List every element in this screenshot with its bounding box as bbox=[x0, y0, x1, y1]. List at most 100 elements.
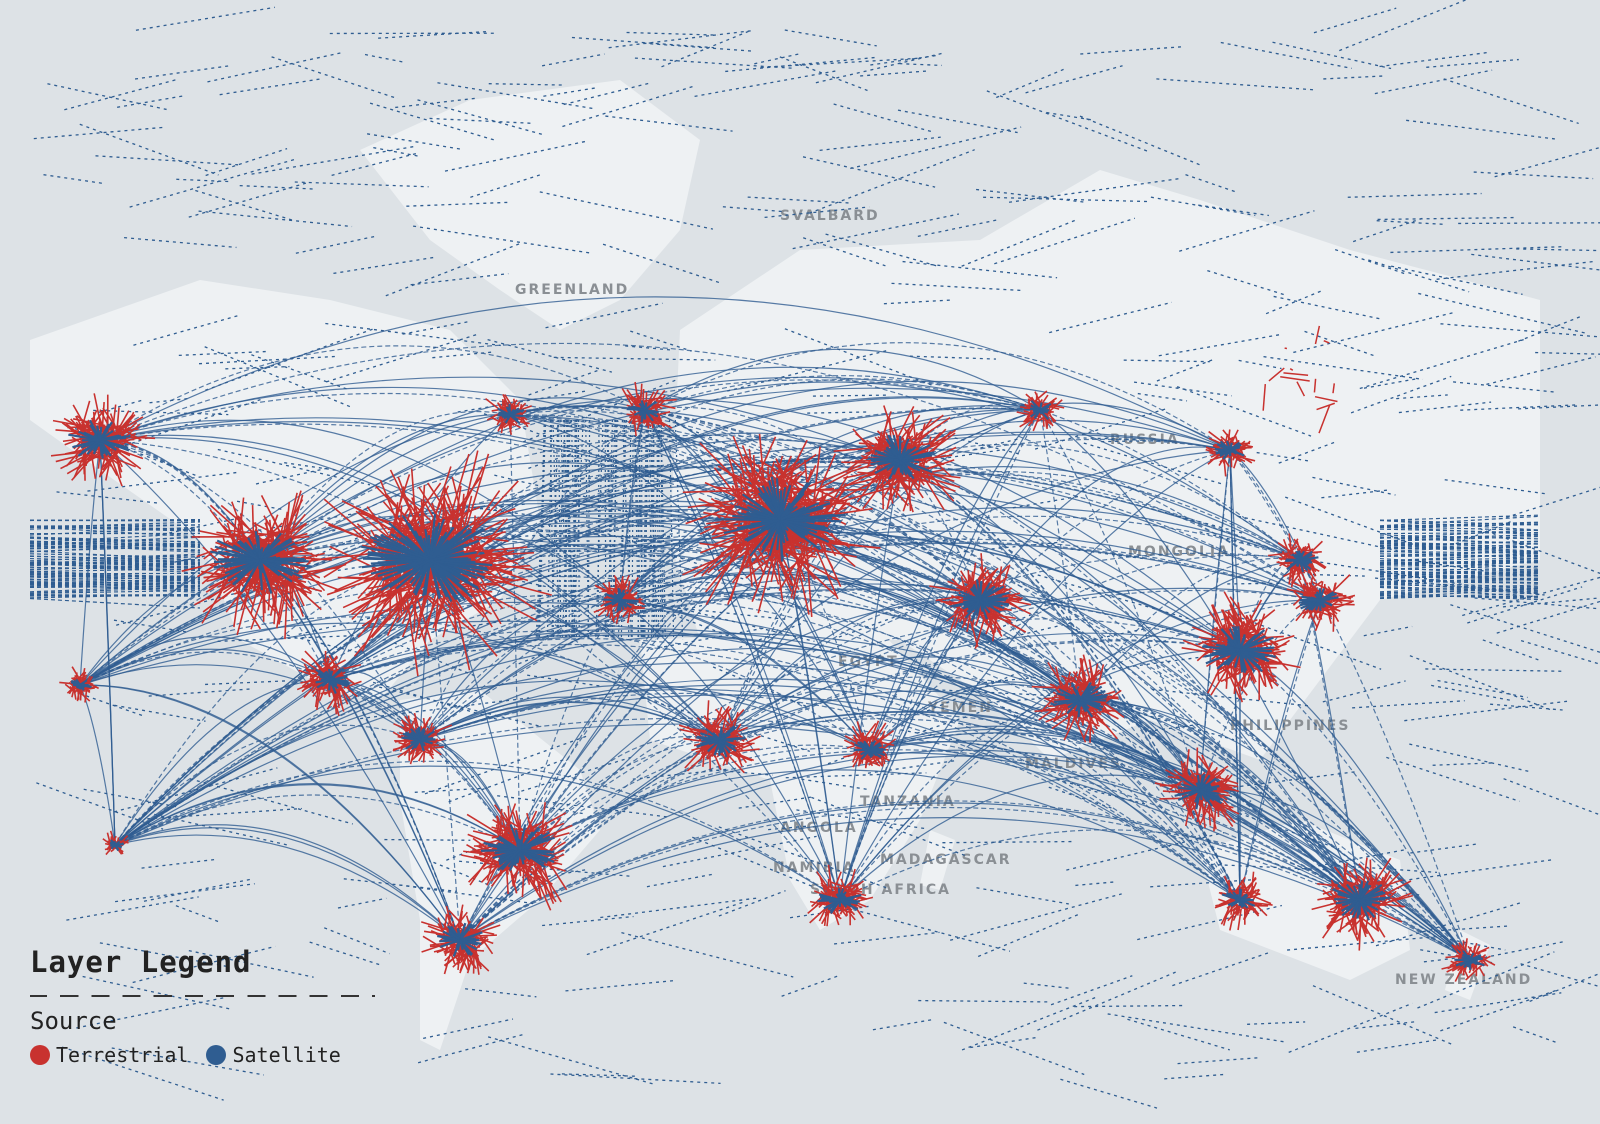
satellite-route bbox=[1229, 449, 1471, 961]
satellite-track bbox=[207, 52, 342, 83]
satellite-track bbox=[738, 796, 814, 809]
satellite-track bbox=[514, 535, 674, 562]
satellite-track bbox=[1379, 521, 1541, 528]
satellite-route bbox=[519, 409, 1041, 851]
satellite-track bbox=[656, 419, 660, 641]
satellite-track bbox=[942, 840, 1073, 844]
satellite-route bbox=[979, 599, 1471, 961]
satellite-track bbox=[580, 524, 745, 580]
satellite-track bbox=[331, 152, 419, 176]
satellite-route bbox=[79, 434, 901, 686]
satellite-track bbox=[1238, 359, 1282, 370]
satellite-track bbox=[808, 149, 975, 214]
satellite-track bbox=[972, 622, 1071, 647]
satellite-route bbox=[259, 414, 511, 561]
satellite-route bbox=[419, 507, 1301, 741]
satellite-track bbox=[195, 189, 296, 222]
satellite-track bbox=[1256, 451, 1308, 462]
terrestrial-link bbox=[261, 564, 265, 622]
satellite-track bbox=[1297, 848, 1407, 871]
terrestrial-link bbox=[1242, 599, 1263, 634]
satellite-track bbox=[883, 299, 952, 305]
satellite-track bbox=[29, 526, 201, 536]
satellite-track bbox=[1444, 479, 1546, 495]
satellite-route bbox=[644, 409, 1241, 901]
terrestrial-link bbox=[1216, 661, 1228, 673]
satellite-route bbox=[509, 414, 1241, 901]
satellite-route bbox=[644, 409, 1361, 901]
satellite-track bbox=[585, 419, 590, 641]
satellite-track bbox=[198, 210, 353, 228]
satellite-route bbox=[869, 732, 1361, 901]
satellite-track bbox=[1379, 592, 1541, 600]
terrestrial-link bbox=[802, 537, 879, 549]
satellite-track bbox=[917, 219, 998, 238]
satellite-track bbox=[1278, 440, 1338, 464]
satellite-track bbox=[204, 346, 354, 409]
satellite-track bbox=[1440, 323, 1600, 338]
satellite-route bbox=[519, 459, 901, 851]
satellite-track bbox=[1374, 69, 1493, 95]
satellite-track bbox=[189, 778, 353, 825]
terrestrial-link bbox=[787, 543, 857, 558]
satellite-track bbox=[36, 782, 164, 830]
terrestrial-link bbox=[1452, 959, 1461, 964]
satellite-route bbox=[719, 409, 1041, 741]
satellite-route bbox=[429, 439, 901, 561]
satellite-route bbox=[1039, 409, 1361, 901]
satellite-route bbox=[329, 581, 1081, 701]
satellite-route bbox=[114, 824, 461, 941]
terrestrial-link bbox=[1331, 599, 1354, 603]
satellite-track bbox=[251, 354, 348, 390]
terrestrial-link bbox=[841, 461, 878, 464]
satellite-route bbox=[259, 405, 646, 561]
terrestrial-link bbox=[1329, 596, 1354, 601]
terrestrial-link bbox=[812, 446, 821, 505]
satellite-track bbox=[1083, 442, 1224, 485]
terrestrial-link bbox=[451, 476, 467, 532]
satellite-track bbox=[1198, 204, 1270, 217]
satellite-track bbox=[1496, 600, 1600, 634]
satellite-track bbox=[1287, 935, 1446, 951]
satellite-track bbox=[943, 1021, 1085, 1076]
terrestrial-link bbox=[410, 581, 476, 634]
satellite-track bbox=[1151, 688, 1312, 707]
satellite-track bbox=[563, 419, 574, 641]
satellite-route bbox=[99, 345, 646, 441]
terrestrial-link bbox=[1234, 876, 1246, 893]
satellite-track bbox=[897, 109, 1018, 134]
satellite-route bbox=[839, 409, 1041, 901]
satellite-track bbox=[217, 448, 371, 486]
satellite-track bbox=[1123, 359, 1210, 363]
satellite-track bbox=[834, 931, 940, 945]
terrestrial-link bbox=[55, 454, 83, 463]
satellite-track bbox=[781, 974, 841, 997]
satellite-track bbox=[626, 31, 718, 36]
satellite-track bbox=[1363, 377, 1419, 389]
satellite-track bbox=[29, 537, 201, 543]
satellite-track bbox=[1379, 529, 1541, 539]
terrestrial-link bbox=[389, 469, 423, 535]
terrestrial-link bbox=[421, 921, 449, 931]
satellite-track bbox=[1352, 700, 1465, 709]
satellite-track bbox=[1386, 756, 1520, 802]
terrestrial-link bbox=[1184, 797, 1193, 827]
terrestrial-link bbox=[463, 453, 490, 534]
map-labels: SVALBARD GREENLAND RUSSIA MONGOLIA EGYPT… bbox=[515, 208, 1530, 988]
satellite-track bbox=[1177, 1056, 1262, 1065]
terrestrial-link bbox=[531, 867, 552, 911]
terrestrial-link bbox=[712, 496, 741, 536]
satellite-route bbox=[459, 632, 1241, 941]
satellite-route bbox=[99, 419, 621, 601]
satellite-track bbox=[784, 328, 932, 386]
satellite-track bbox=[114, 883, 255, 903]
terrestrial-link bbox=[232, 516, 237, 548]
satellite-track bbox=[528, 368, 602, 396]
satellite-track bbox=[29, 584, 201, 593]
satellite-route bbox=[419, 688, 1241, 901]
terrestrial-link bbox=[756, 540, 783, 563]
satellite-track bbox=[1395, 859, 1553, 883]
satellite-track bbox=[205, 680, 287, 686]
terrestrial-link bbox=[456, 904, 464, 933]
